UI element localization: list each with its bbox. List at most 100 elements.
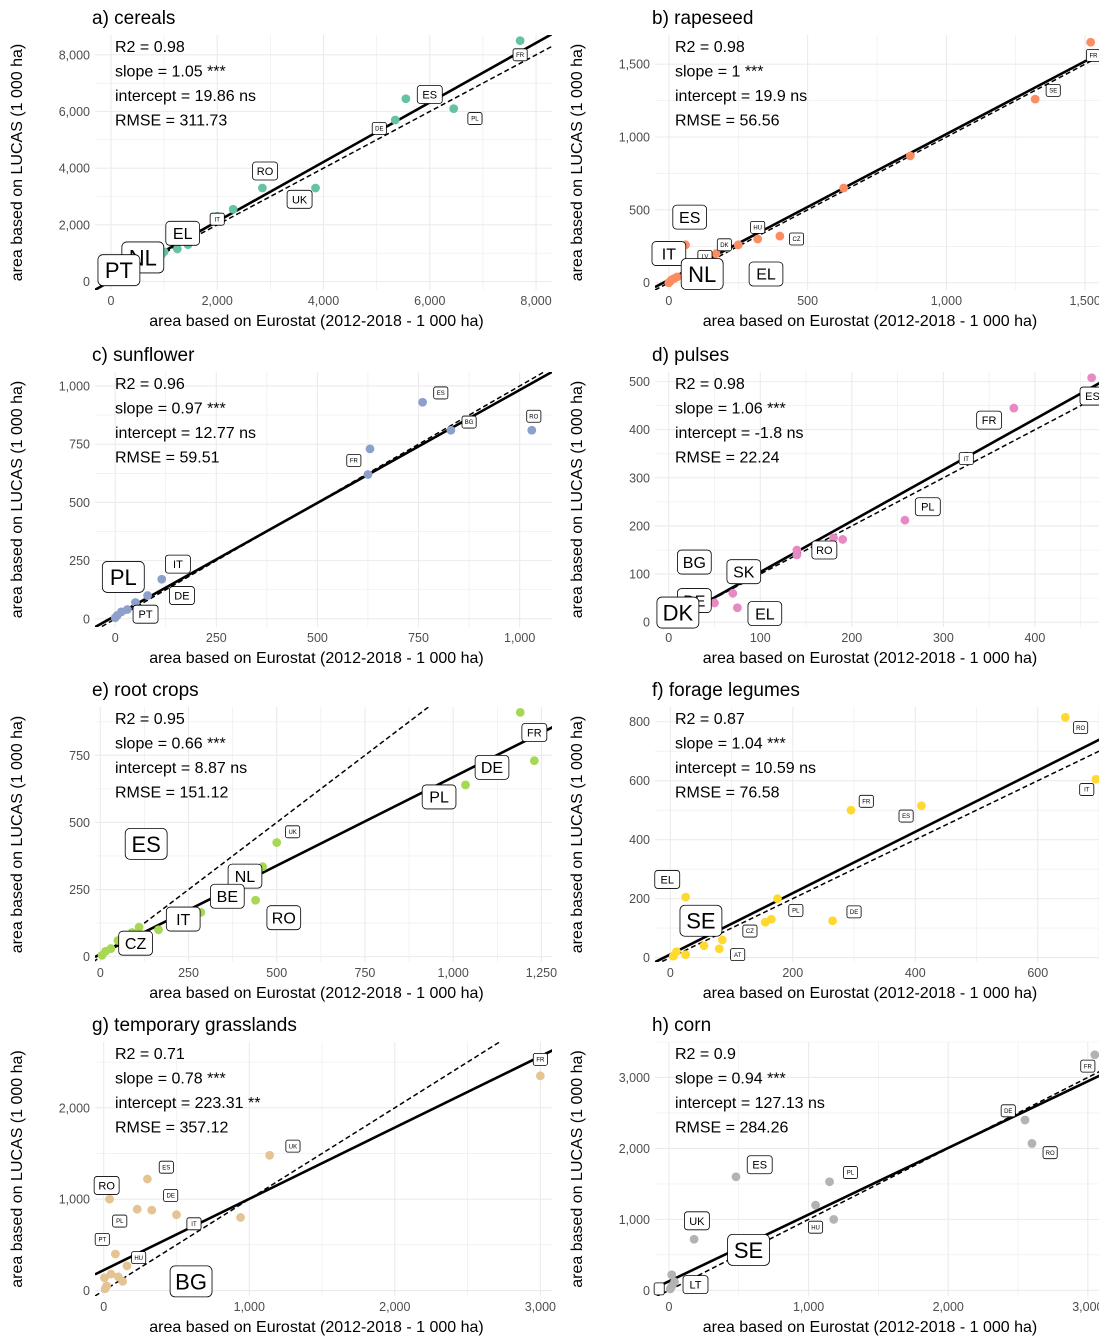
country-label: PL <box>842 1166 858 1179</box>
x-axis-label: area based on Eurostat (2012-2018 - 1 00… <box>149 1319 483 1336</box>
data-point <box>418 397 427 407</box>
country-label-box <box>158 1160 174 1174</box>
country-label: FR <box>532 1052 548 1066</box>
data-point <box>251 895 260 905</box>
stat-line: slope = 0.97 *** <box>115 401 226 418</box>
x-tick-label: 3,000 <box>1072 1300 1099 1314</box>
lines <box>657 381 1099 627</box>
data-point <box>535 1071 545 1081</box>
country-label: ES <box>124 827 168 860</box>
regression-line <box>95 1049 552 1276</box>
country-label-text: PL <box>110 565 137 590</box>
country-label-box <box>1042 1146 1058 1160</box>
country-label-text: PL <box>471 117 479 123</box>
country-label-text: DK <box>720 243 728 249</box>
stat-line: RMSE = 76.58 <box>675 785 780 802</box>
country-label: PT <box>97 254 141 287</box>
country-label: BG <box>461 415 477 429</box>
country-label: SE <box>727 1233 770 1266</box>
country-label: PT <box>132 604 159 624</box>
country-label-text: CZ <box>746 929 754 935</box>
country-label-text: ES <box>422 89 437 101</box>
x-tick-label: 2,000 <box>933 1300 964 1314</box>
country-label-text: RO <box>529 414 538 420</box>
data-point <box>272 838 282 847</box>
country-label-box <box>898 809 914 823</box>
y-tick-label: 250 <box>69 883 90 897</box>
y-tick-label: 500 <box>629 375 650 389</box>
country-label: IT <box>209 212 225 226</box>
country-label: IT <box>165 906 201 932</box>
stat-line: R2 = 0.71 <box>115 1046 185 1063</box>
stat-line: RMSE = 151.12 <box>115 785 229 802</box>
country-label-box <box>811 540 838 560</box>
stat-line: slope = 1.05 *** <box>115 64 226 81</box>
data-point <box>515 36 525 46</box>
country-label <box>653 1282 665 1296</box>
x-tick-label: 250 <box>178 966 199 980</box>
identity-line <box>656 1070 1099 1296</box>
country-label: ES <box>1079 386 1099 406</box>
stat-line: slope = 1 *** <box>675 64 764 81</box>
country-label-text: FR <box>1084 1064 1093 1070</box>
country-label-box <box>163 1189 179 1202</box>
stat-line: RMSE = 59.51 <box>115 450 220 467</box>
stat-line: intercept = 19.9 ns <box>675 88 807 105</box>
lines <box>655 738 1099 962</box>
country-label-box <box>680 258 724 290</box>
y-tick-label: 500 <box>69 816 90 830</box>
country-label-box <box>858 794 874 808</box>
y-axis-label: area based on LUCAS (1 000 ha) <box>9 1050 26 1287</box>
x-tick-label: 1,000 <box>438 966 469 980</box>
country-label-box <box>169 586 195 605</box>
data-point <box>838 535 848 544</box>
data-point <box>157 574 167 584</box>
y-tick-label: 600 <box>629 774 650 788</box>
x-tick-label: 400 <box>1024 631 1045 645</box>
data-point <box>236 1213 245 1222</box>
country-label-text: ES <box>131 832 160 857</box>
country-label: DE <box>1000 1104 1016 1118</box>
country-label-box <box>512 48 528 62</box>
data-point <box>515 707 525 717</box>
country-label-box <box>1080 1059 1096 1073</box>
panel-1: b) rapeseed 0 500 1,000 1,500 0 500 1,000 1,500 a… <box>569 8 1099 330</box>
country-labels: FR SE HU CZ DK LV ES IT NL EL <box>651 49 1099 290</box>
country-label-box <box>746 1155 773 1175</box>
y-tick-label: 0 <box>83 275 90 289</box>
country-label: FR <box>346 454 362 467</box>
country-label-box <box>94 1232 110 1246</box>
country-label: ES <box>746 1155 773 1175</box>
country-label-text: PL <box>847 1171 855 1177</box>
data-point <box>172 1210 181 1220</box>
data-point <box>105 1194 114 1204</box>
x-tick-label: 0 <box>97 966 104 980</box>
country-label-text: FR <box>1089 54 1098 60</box>
country-labels: FR DE RO ES PL UK HU SE LT <box>653 1059 1096 1296</box>
stat-line: intercept = -1.8 ns <box>675 425 804 442</box>
country-label-box <box>132 604 159 624</box>
country-label: PL <box>914 497 941 517</box>
country-label-box <box>416 85 443 104</box>
data-point <box>134 922 144 932</box>
country-label: BE <box>210 883 245 909</box>
data-point <box>829 1214 839 1224</box>
x-axis-label: area based on Eurostat (2012-2018 - 1 00… <box>703 313 1037 330</box>
data-point <box>665 1284 675 1294</box>
data-point <box>717 935 727 945</box>
country-label-box <box>285 1139 301 1153</box>
country-label-box <box>165 906 201 932</box>
country-label-text: IT <box>662 246 676 263</box>
stat-line: RMSE = 357.12 <box>115 1120 229 1137</box>
country-label-text: CZ <box>793 237 801 243</box>
country-label-text: ES <box>679 210 700 227</box>
country-label-box <box>209 212 225 226</box>
country-label-text: IT <box>173 559 183 571</box>
x-tick-label: 0 <box>665 631 672 645</box>
country-label: IT <box>958 452 974 466</box>
country-label: FR <box>1080 1059 1096 1073</box>
country-label-box <box>101 561 145 593</box>
stat-line: slope = 0.78 *** <box>115 1071 226 1088</box>
y-tick-label: 0 <box>83 950 90 964</box>
country-label-box <box>730 948 746 962</box>
